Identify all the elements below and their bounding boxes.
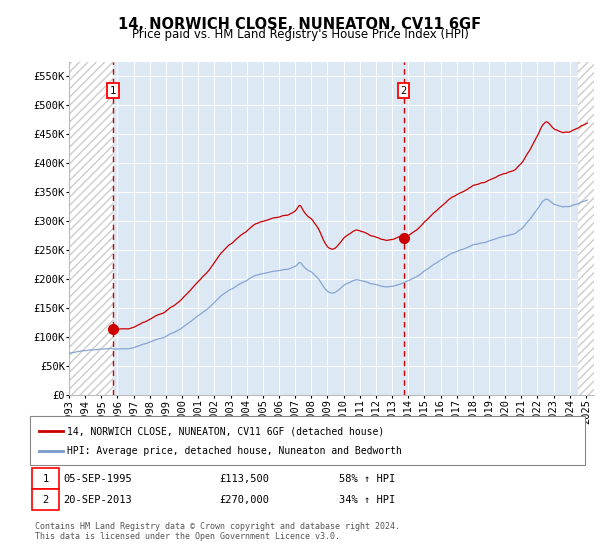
Bar xyxy=(578,62,594,395)
Text: £270,000: £270,000 xyxy=(219,494,269,505)
Text: 14, NORWICH CLOSE, NUNEATON, CV11 6GF: 14, NORWICH CLOSE, NUNEATON, CV11 6GF xyxy=(118,17,482,32)
Text: 1: 1 xyxy=(110,86,116,96)
Bar xyxy=(69,62,113,395)
Text: 05-SEP-1995: 05-SEP-1995 xyxy=(63,474,132,484)
Text: Price paid vs. HM Land Registry's House Price Index (HPI): Price paid vs. HM Land Registry's House … xyxy=(131,28,469,41)
Text: 2: 2 xyxy=(401,86,407,96)
Text: 1: 1 xyxy=(43,474,49,484)
Text: 14, NORWICH CLOSE, NUNEATON, CV11 6GF (detached house): 14, NORWICH CLOSE, NUNEATON, CV11 6GF (d… xyxy=(67,426,385,436)
Text: Contains HM Land Registry data © Crown copyright and database right 2024.
This d: Contains HM Land Registry data © Crown c… xyxy=(35,522,400,542)
Text: £113,500: £113,500 xyxy=(219,474,269,484)
Text: 34% ↑ HPI: 34% ↑ HPI xyxy=(339,494,395,505)
Text: HPI: Average price, detached house, Nuneaton and Bedworth: HPI: Average price, detached house, Nune… xyxy=(67,446,402,456)
Text: 20-SEP-2013: 20-SEP-2013 xyxy=(63,494,132,505)
Text: 2: 2 xyxy=(43,494,49,505)
Text: 58% ↑ HPI: 58% ↑ HPI xyxy=(339,474,395,484)
